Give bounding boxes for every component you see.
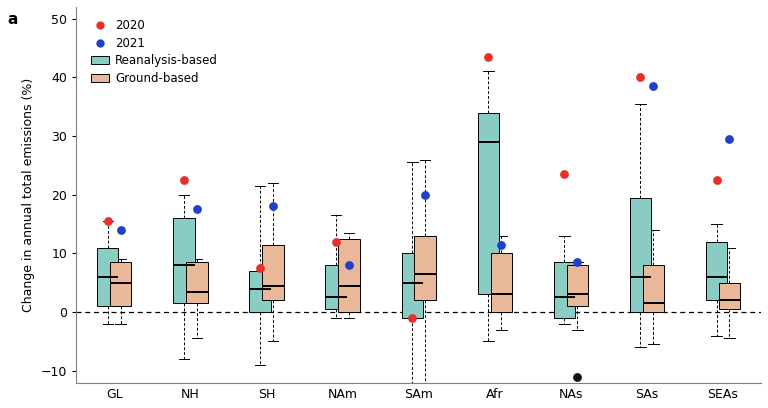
Point <box>647 83 660 89</box>
PathPatch shape <box>567 265 588 306</box>
PathPatch shape <box>174 218 194 303</box>
PathPatch shape <box>98 248 118 306</box>
Point <box>495 242 508 248</box>
PathPatch shape <box>339 239 359 312</box>
PathPatch shape <box>719 283 740 309</box>
Point <box>177 177 190 183</box>
Point <box>254 265 266 271</box>
Point <box>558 171 571 177</box>
PathPatch shape <box>491 253 511 312</box>
Point <box>419 191 432 198</box>
PathPatch shape <box>630 197 651 312</box>
Y-axis label: Change in annual total emissions (%): Change in annual total emissions (%) <box>22 78 35 312</box>
PathPatch shape <box>643 265 664 312</box>
PathPatch shape <box>186 262 207 303</box>
PathPatch shape <box>263 245 283 300</box>
PathPatch shape <box>326 265 347 309</box>
Text: a: a <box>8 12 18 27</box>
Point <box>571 259 584 266</box>
PathPatch shape <box>415 236 435 300</box>
Legend: 2020, 2021, Reanalysis-based, Ground-based: 2020, 2021, Reanalysis-based, Ground-bas… <box>89 17 220 87</box>
Point <box>330 238 343 245</box>
Point <box>190 206 203 213</box>
Point <box>114 227 127 233</box>
PathPatch shape <box>250 271 270 312</box>
PathPatch shape <box>478 113 499 295</box>
PathPatch shape <box>110 262 131 306</box>
Point <box>343 262 355 268</box>
PathPatch shape <box>706 242 727 300</box>
Point <box>482 53 495 60</box>
Point <box>710 177 723 183</box>
Point <box>266 203 279 210</box>
Point <box>634 74 647 81</box>
Point <box>406 315 419 321</box>
Point <box>723 136 736 142</box>
PathPatch shape <box>554 262 575 318</box>
Point <box>571 373 584 380</box>
PathPatch shape <box>402 253 423 318</box>
Point <box>101 218 114 224</box>
